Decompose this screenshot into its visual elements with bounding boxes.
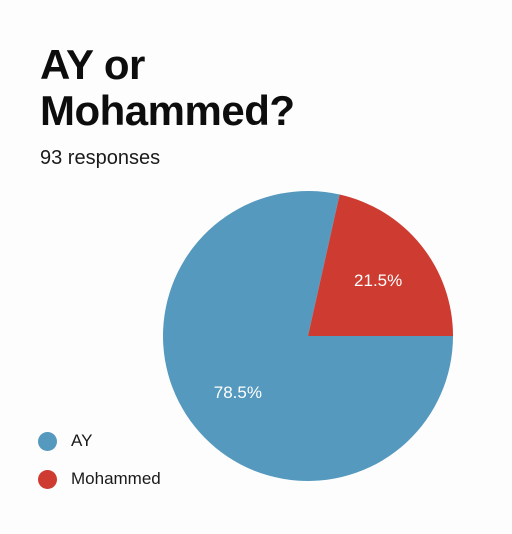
legend: AY Mohammed [38,430,161,506]
legend-label: AY [71,431,93,450]
legend-swatch [38,469,57,489]
slice-label-ay: 78.5% [214,383,262,402]
pie-slice-mohammed [308,194,453,336]
legend-item-ay: AY [38,430,161,452]
pie-slice-ay [163,190,454,481]
chart-title: AY or Mohammed? [40,41,295,134]
legend-item-mohammed: Mohammed [38,468,161,490]
pie-slice-labels: 78.5% 21.5% [214,271,403,402]
legend-swatch [38,431,57,451]
legend-label: Mohammed [71,469,161,488]
response-count: 93 responses [40,147,161,169]
slice-label-mohammed: 21.5% [354,271,402,290]
pie-slices [163,190,454,481]
